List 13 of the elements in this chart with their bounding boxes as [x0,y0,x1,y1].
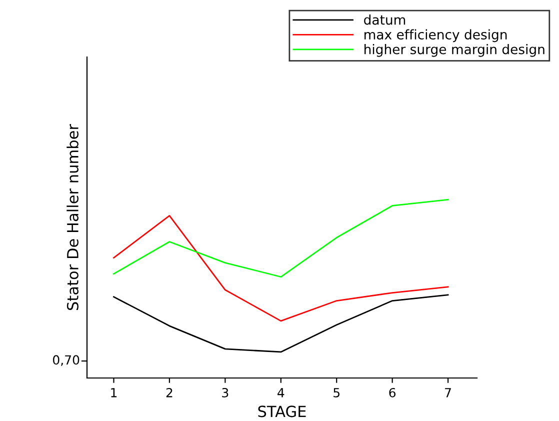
x-tick-label: 3 [222,388,228,398]
y-axis-title: Stator De Haller number [66,124,78,310]
x-tick-label: 1 [111,388,117,398]
x-tick-label: 4 [278,388,284,398]
legend-label: max efficiency design [364,29,507,42]
legend-label: higher surge margin design [364,44,544,57]
x-tick-label: 2 [166,388,172,398]
x-tick-label: 7 [445,388,451,398]
x-axis-title: STAGE [258,406,306,418]
x-tick-label: 5 [334,388,340,398]
x-tick-label: 6 [389,388,396,398]
legend-label: datum [364,14,406,25]
text: 0,70 [52,355,80,366]
